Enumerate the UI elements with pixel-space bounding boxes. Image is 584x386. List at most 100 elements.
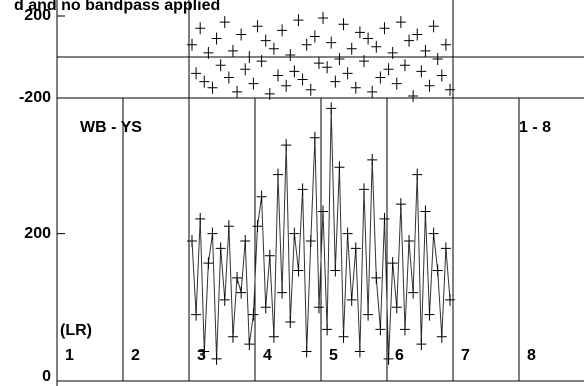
panel-label: 8 xyxy=(527,347,536,364)
amplitude-line xyxy=(191,108,451,359)
data-point xyxy=(187,234,197,247)
data-point xyxy=(301,345,312,358)
panel-label: 6 xyxy=(395,347,404,364)
data-point xyxy=(285,316,296,329)
data-point xyxy=(293,264,304,277)
data-point xyxy=(268,330,279,343)
data-point xyxy=(223,220,234,233)
data-point xyxy=(322,61,333,74)
data-point xyxy=(195,22,206,35)
data-point xyxy=(375,323,386,336)
data-point xyxy=(420,205,431,218)
data-point xyxy=(277,286,288,299)
data-point xyxy=(342,67,353,80)
data-point xyxy=(391,301,402,314)
data-point xyxy=(395,16,406,29)
data-point xyxy=(191,67,202,80)
polarization-label: (LR) xyxy=(60,322,92,339)
data-point xyxy=(273,69,283,82)
data-point xyxy=(199,345,210,358)
data-point xyxy=(432,53,443,66)
data-point xyxy=(236,28,247,41)
data-point xyxy=(428,20,439,33)
data-point xyxy=(408,89,419,102)
data-point xyxy=(301,38,312,51)
data-point xyxy=(445,293,455,306)
data-point xyxy=(285,48,296,61)
data-point xyxy=(203,257,214,270)
data-point xyxy=(227,330,238,343)
data-point xyxy=(359,183,369,196)
data-point xyxy=(248,308,259,321)
data-point xyxy=(289,65,300,78)
panel-label: 2 xyxy=(131,347,140,364)
data-point xyxy=(318,205,329,218)
data-point xyxy=(260,34,271,47)
data-point xyxy=(412,28,423,41)
data-point xyxy=(354,345,365,358)
y-tick-label: -200 xyxy=(19,89,51,106)
data-point xyxy=(424,79,435,92)
data-point xyxy=(412,168,423,181)
data-point xyxy=(330,264,341,277)
data-point xyxy=(264,87,275,100)
data-point xyxy=(367,153,378,166)
data-point xyxy=(244,51,255,63)
data-point xyxy=(207,81,218,94)
data-point xyxy=(281,139,292,152)
data-point xyxy=(256,55,267,68)
data-point xyxy=(313,301,324,314)
data-point xyxy=(346,42,357,55)
data-point xyxy=(215,242,226,255)
data-point xyxy=(391,77,402,90)
data-point xyxy=(281,79,292,92)
data-point xyxy=(313,57,324,70)
data-point xyxy=(420,44,431,57)
data-point xyxy=(387,257,398,270)
data-point xyxy=(330,75,341,88)
range-label: 1 - 8 xyxy=(519,119,551,136)
data-point xyxy=(346,293,357,306)
data-point xyxy=(187,38,197,51)
data-point xyxy=(297,183,308,196)
data-point xyxy=(318,12,329,25)
data-point xyxy=(428,227,439,240)
panel-label: 5 xyxy=(329,347,338,364)
data-point xyxy=(244,338,255,351)
data-point xyxy=(211,32,222,45)
data-point xyxy=(404,34,415,47)
data-point xyxy=(289,227,300,240)
data-point xyxy=(236,286,247,299)
data-point xyxy=(383,352,394,365)
data-point xyxy=(305,83,316,96)
y-tick-label: 0 xyxy=(42,368,51,385)
data-point xyxy=(252,220,263,233)
data-point xyxy=(399,323,410,336)
data-point xyxy=(219,293,230,306)
data-point xyxy=(416,65,427,78)
data-point xyxy=(416,338,427,351)
data-point xyxy=(399,59,410,72)
data-point xyxy=(354,26,365,39)
data-point xyxy=(395,198,406,211)
data-point xyxy=(252,20,263,33)
data-point xyxy=(227,44,238,57)
data-point xyxy=(297,73,308,86)
panel-label: 3 xyxy=(197,347,206,364)
data-point xyxy=(338,330,349,343)
data-point xyxy=(379,212,390,225)
data-point xyxy=(367,85,378,98)
data-point xyxy=(387,46,398,59)
data-point xyxy=(203,46,214,59)
data-point xyxy=(309,30,320,43)
baseline-label: WB - YS xyxy=(80,119,142,136)
data-point xyxy=(232,271,243,284)
data-point xyxy=(219,16,230,29)
y-tick-label: 200 xyxy=(24,225,51,242)
data-point xyxy=(440,38,451,51)
data-point xyxy=(215,59,226,72)
data-point xyxy=(338,18,349,31)
data-point xyxy=(440,242,451,255)
data-point xyxy=(363,308,374,321)
